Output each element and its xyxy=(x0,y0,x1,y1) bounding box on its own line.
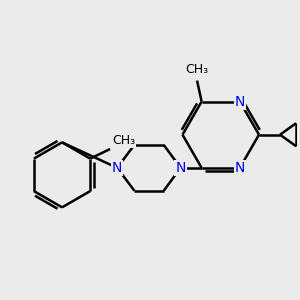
Text: N: N xyxy=(176,161,186,175)
Text: CH₃: CH₃ xyxy=(112,134,135,147)
Text: N: N xyxy=(112,161,122,175)
Text: CH₃: CH₃ xyxy=(185,63,208,76)
Text: N: N xyxy=(235,94,245,109)
Text: N: N xyxy=(235,161,245,175)
